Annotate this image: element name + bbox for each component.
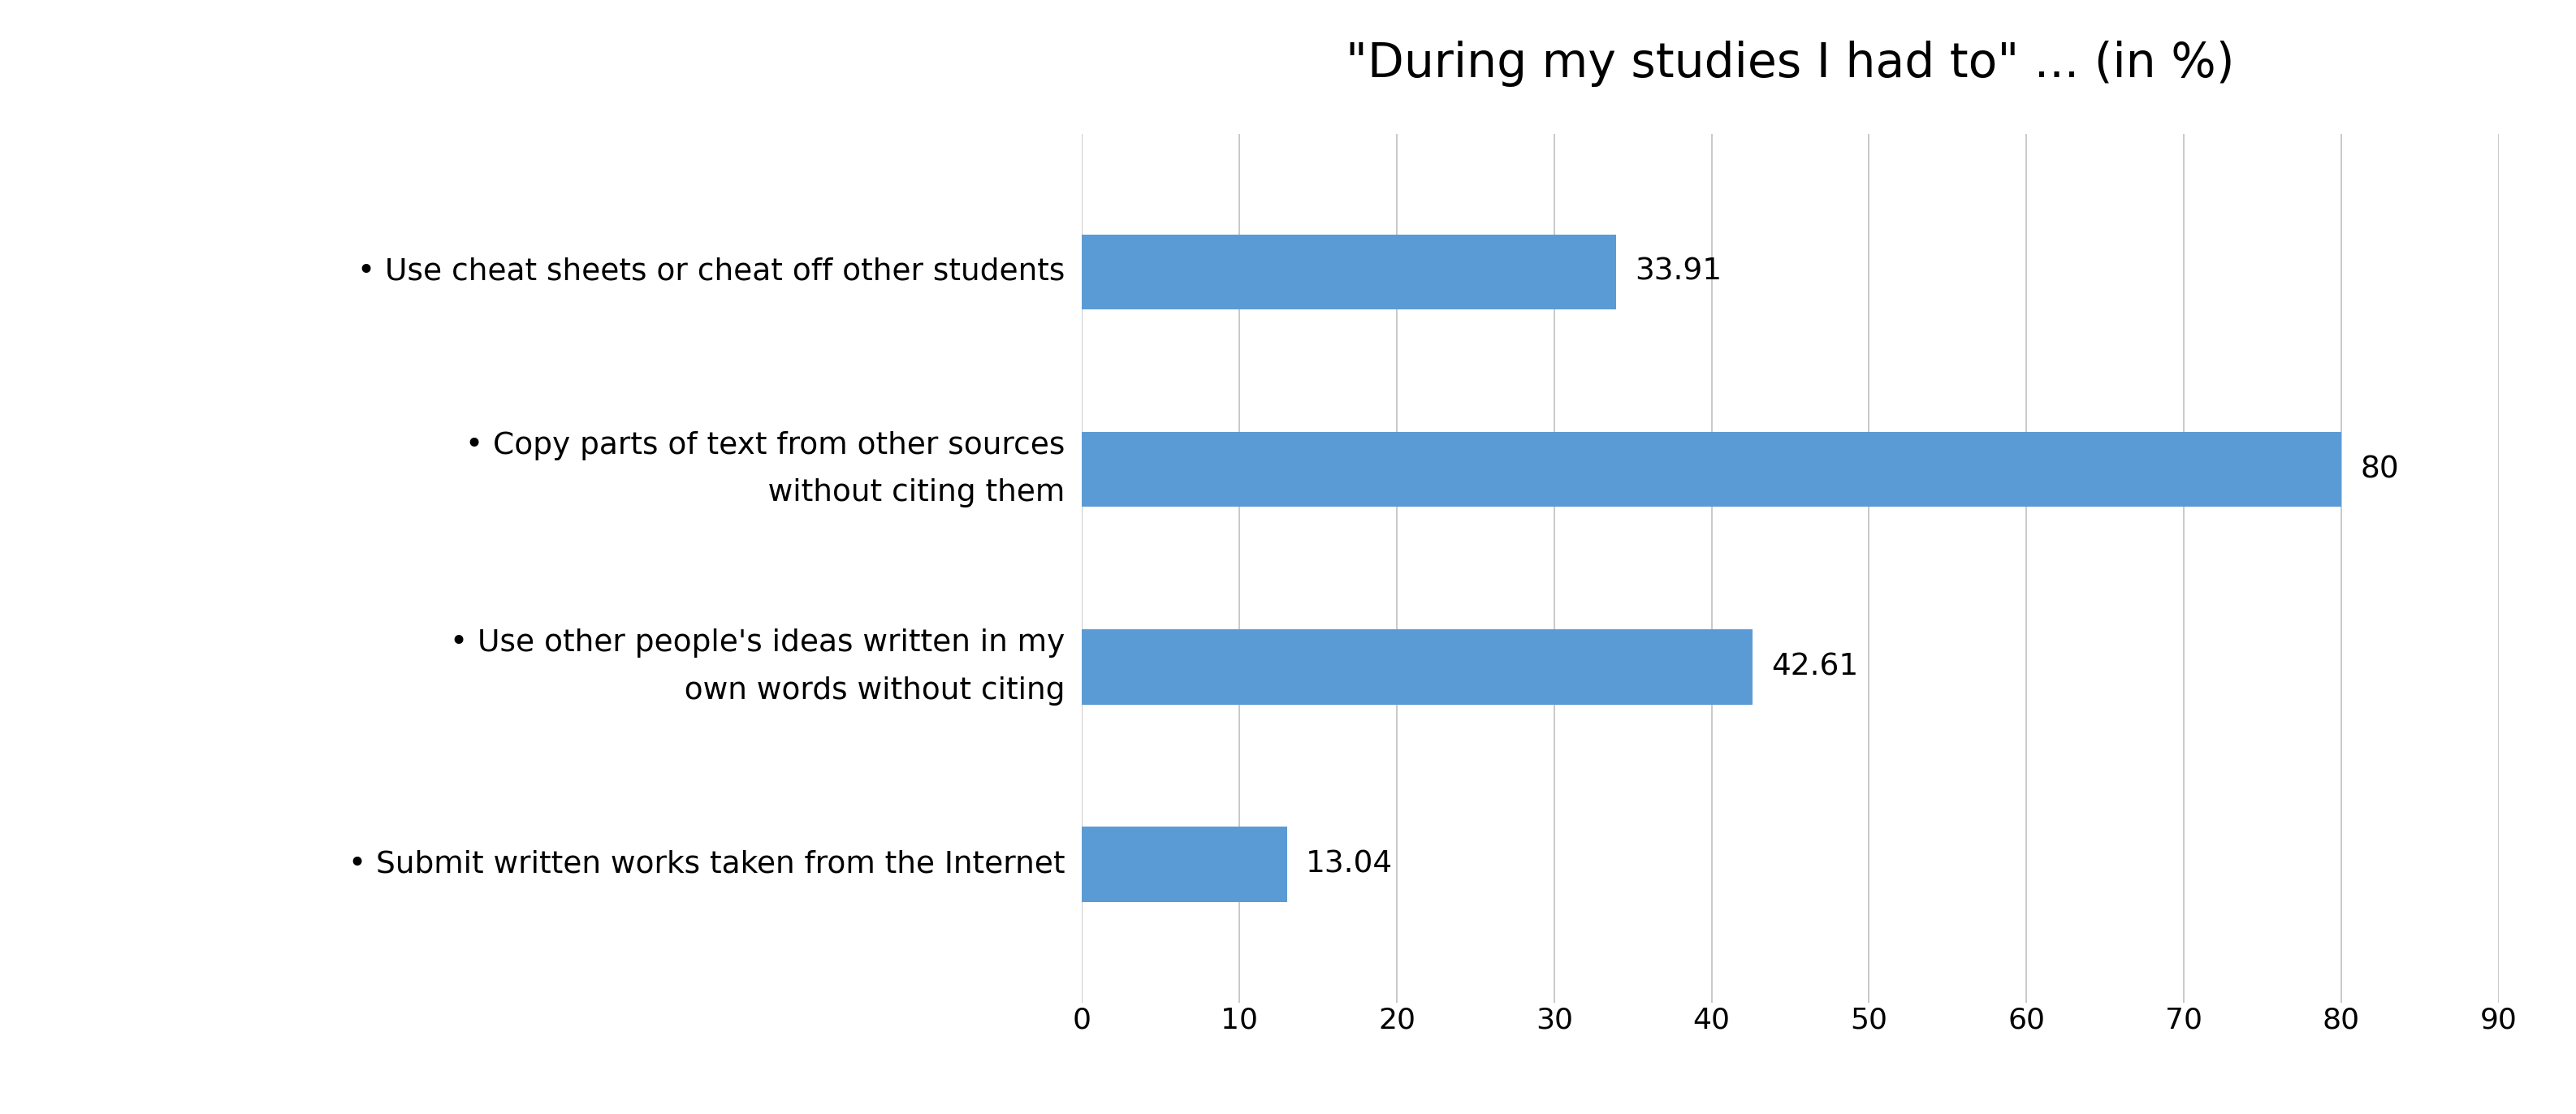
Text: • Copy parts of text from other sources: • Copy parts of text from other sources xyxy=(466,431,1064,460)
Text: 42.61: 42.61 xyxy=(1772,653,1860,682)
Text: 80: 80 xyxy=(2360,455,2398,483)
Text: 13.04: 13.04 xyxy=(1306,850,1394,879)
Bar xyxy=(1082,827,1288,902)
Text: 33.91: 33.91 xyxy=(1636,257,1721,286)
Title: "During my studies I had to" ... (in %): "During my studies I had to" ... (in %) xyxy=(1345,41,2236,87)
Bar xyxy=(1082,234,1615,310)
Text: • Submit written works taken from the Internet: • Submit written works taken from the In… xyxy=(348,850,1064,879)
Text: • Use other people's ideas written in my: • Use other people's ideas written in my xyxy=(451,628,1064,657)
Bar xyxy=(1082,432,2342,507)
Text: • Use cheat sheets or cheat off other students: • Use cheat sheets or cheat off other st… xyxy=(358,257,1064,286)
Text: without citing them: without citing them xyxy=(739,479,1064,508)
Text: own words without citing: own words without citing xyxy=(654,676,1064,705)
Bar xyxy=(1082,629,1752,704)
